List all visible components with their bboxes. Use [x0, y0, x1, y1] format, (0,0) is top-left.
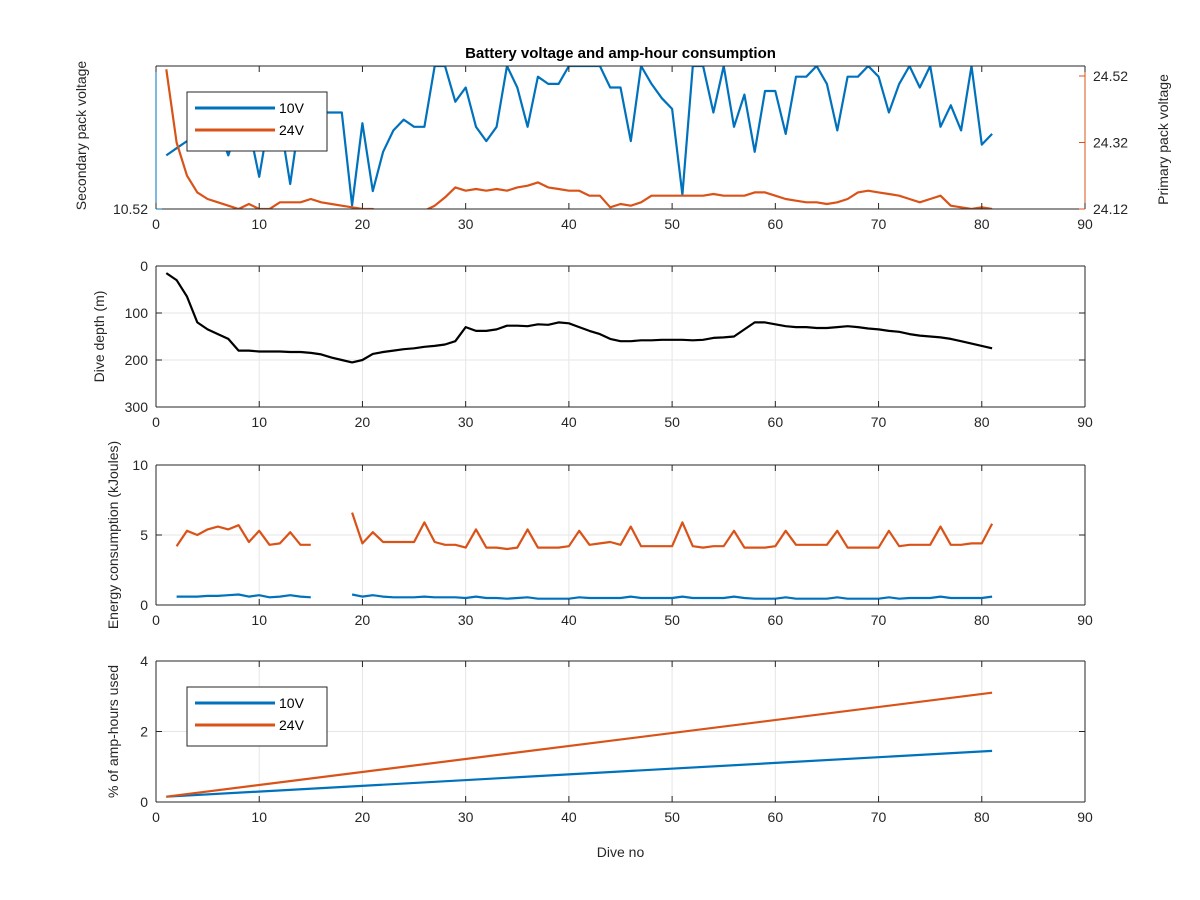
- series-line-2: [176, 593, 993, 600]
- x-tick-label: 50: [664, 612, 680, 628]
- x-tick-label: 0: [152, 414, 160, 430]
- legend-label-10v: 10V: [279, 695, 305, 711]
- x-tick-label: 30: [458, 612, 474, 628]
- series-line-24v: [166, 691, 993, 798]
- x-tick-label: 40: [561, 809, 577, 825]
- x-tick-label: 40: [561, 216, 577, 232]
- series-line-1: [165, 272, 993, 364]
- x-tick-label: 70: [871, 612, 887, 628]
- legend-box: [186, 91, 328, 152]
- y-tick-label-right: 24.52: [1093, 68, 1128, 84]
- x-tick-label: 70: [871, 414, 887, 430]
- y-tick-label: 200: [125, 352, 149, 368]
- x-tick-label: 50: [664, 216, 680, 232]
- x-tick-label: 10: [251, 809, 267, 825]
- chart-title: Battery voltage and amp-hour consumption: [465, 45, 776, 62]
- y-tick-label: 0: [140, 258, 148, 274]
- x-tick-label: 90: [1077, 809, 1093, 825]
- y-axis-label: % of amp-hours used: [105, 665, 121, 798]
- x-tick-label: 10: [251, 216, 267, 232]
- series-line-10v: [166, 749, 993, 798]
- y-axis-label-right: Primary pack voltage: [1155, 74, 1171, 205]
- y-axis-label-left: Secondary pack voltage: [73, 61, 89, 211]
- legend-label-24v: 24V: [279, 122, 305, 138]
- y-tick-label: 100: [125, 305, 149, 321]
- x-tick-label: 20: [355, 216, 371, 232]
- series-line-1: [175, 512, 994, 551]
- series-group: [165, 272, 993, 364]
- x-tick-label: 50: [664, 414, 680, 430]
- legend-box: [186, 686, 328, 747]
- x-tick-label: 30: [458, 809, 474, 825]
- x-tick-label: 60: [768, 216, 784, 232]
- plot-area: [156, 266, 1085, 407]
- x-axis-label: Dive no: [597, 844, 645, 860]
- y-tick-label-right: 24.32: [1093, 134, 1128, 150]
- legend-label-24v: 24V: [279, 717, 305, 733]
- y-axis-label: Dive depth (m): [91, 291, 107, 383]
- y-tick-label-right: 24.12: [1093, 201, 1128, 217]
- x-tick-label: 40: [561, 414, 577, 430]
- x-tick-label: 90: [1077, 216, 1093, 232]
- x-tick-label: 70: [871, 216, 887, 232]
- x-tick-label: 30: [458, 216, 474, 232]
- legend-label-10v: 10V: [279, 100, 305, 116]
- amp-hours-chart: 0 10 20 30 40 50 60 70 80 90 0 2 4 % of amp-hours use…: [105, 653, 1093, 860]
- y-tick-label-left: 10.52: [113, 201, 148, 217]
- x-tick-label: 0: [152, 216, 160, 232]
- y-axis-label: Energy consumption (kJoules): [105, 441, 121, 629]
- y-tick-label: 0: [140, 794, 148, 810]
- series-line-24v: [165, 69, 993, 209]
- x-tick-label: 80: [974, 216, 990, 232]
- x-tick-label: 20: [355, 414, 371, 430]
- x-tick-label: 60: [768, 809, 784, 825]
- y-tick-label: 0: [140, 597, 148, 613]
- grid: [156, 266, 1085, 407]
- x-tick-label: 60: [768, 612, 784, 628]
- y-tick-label: 10: [132, 457, 148, 473]
- energy-consumption-chart: 0 10 20 30 40 50 60 70 80 90 0 5 10 Energy consumptio…: [105, 441, 1093, 629]
- x-tick-label: 10: [251, 612, 267, 628]
- x-tick-label: 80: [974, 612, 990, 628]
- x-tick-label: 80: [974, 414, 990, 430]
- x-tick-label: 20: [355, 809, 371, 825]
- x-tick-label: 90: [1077, 612, 1093, 628]
- y-tick-label: 2: [140, 724, 148, 740]
- y-tick-label: 5: [140, 527, 148, 543]
- series-group: [166, 691, 993, 798]
- x-tick-label: 40: [561, 612, 577, 628]
- y-tick-label: 300: [125, 399, 149, 415]
- x-tick-label: 60: [768, 414, 784, 430]
- voltage-chart: 0 10 20 30 40 50 60 70 80 90 10.52 24.12 24.32 24.52 S…: [73, 45, 1171, 232]
- grid: [156, 465, 1085, 605]
- x-tick-label: 0: [152, 612, 160, 628]
- series-group: [175, 512, 994, 600]
- x-tick-label: 70: [871, 809, 887, 825]
- x-tick-label: 80: [974, 809, 990, 825]
- x-tick-label: 10: [251, 414, 267, 430]
- dive-depth-chart: 0 10 20 30 40 50 60 70 80 90 0 100 200 300 Dive depth …: [91, 258, 1093, 430]
- x-tick-label: 90: [1077, 414, 1093, 430]
- x-tick-label: 0: [152, 809, 160, 825]
- x-tick-label: 20: [355, 612, 371, 628]
- x-tick-label: 30: [458, 414, 474, 430]
- x-tick-label: 50: [664, 809, 680, 825]
- y-tick-label: 4: [140, 653, 148, 669]
